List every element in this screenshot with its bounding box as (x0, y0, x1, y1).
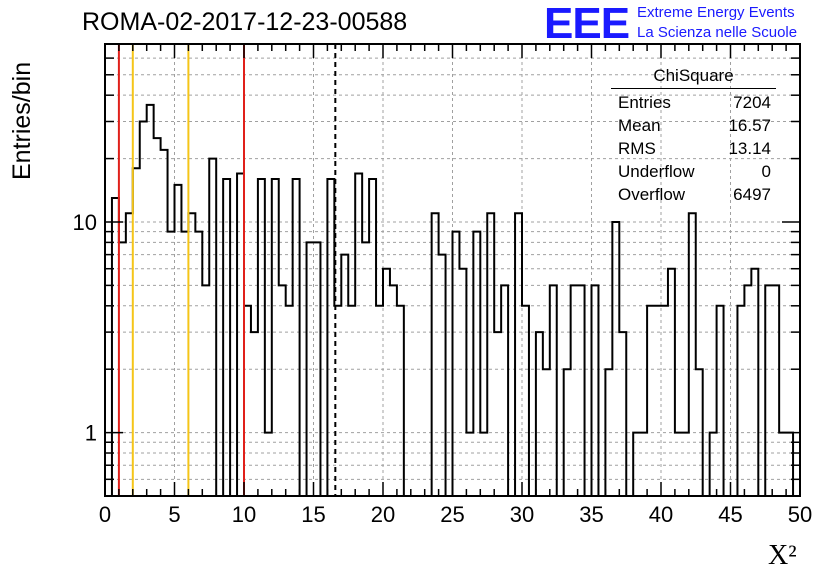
histogram-bin (717, 306, 724, 496)
histogram-bin (140, 122, 147, 496)
x-tick-label: 25 (440, 502, 464, 527)
histogram-bin (397, 306, 404, 496)
stats-value: 13.14 (728, 139, 771, 158)
eee-logo: EEE (544, 0, 630, 48)
histogram-bin (571, 285, 578, 496)
stats-box: ChiSquare Entries 7204 Mean 16.57 RMS 13… (611, 66, 776, 206)
histogram-bin (689, 213, 696, 496)
stats-row-overflow: Overflow 6497 (611, 183, 776, 206)
stats-label: Overflow (618, 185, 686, 204)
stats-row-entries: Entries 7204 (611, 91, 776, 114)
histogram-bin (453, 232, 460, 496)
stats-label: RMS (618, 139, 656, 158)
histogram-bin (647, 306, 654, 496)
histogram-bin (258, 179, 265, 496)
histogram-bin (661, 306, 668, 496)
histogram-bin (188, 213, 195, 496)
histogram-bin (327, 179, 334, 496)
histogram-series (105, 103, 800, 497)
histogram-bin (251, 332, 258, 496)
logo-line-2: La Scienza nelle Scuole (637, 24, 798, 41)
plot-title: ROMA-02-2017-12-23-00588 (82, 8, 408, 36)
stats-row-mean: Mean 16.57 (611, 114, 776, 137)
histogram-bin (168, 232, 175, 496)
histogram-bin (515, 213, 522, 496)
stats-value: 6497 (733, 185, 771, 204)
histogram-bin (494, 332, 501, 496)
histogram-bin (439, 255, 446, 496)
stats-value: 7204 (733, 93, 771, 112)
x-axis-label: X² (768, 540, 797, 571)
histogram-bin (223, 179, 230, 496)
y-tick-label: 10 (73, 210, 97, 235)
histogram-bin (341, 255, 348, 496)
histogram-bin (536, 332, 543, 496)
x-tick-label: 5 (168, 502, 180, 527)
histogram-bin (286, 306, 293, 496)
y-tick-label: 1 (85, 421, 97, 446)
x-tick-label: 15 (301, 502, 325, 527)
x-tick-label: 35 (579, 502, 603, 527)
histogram-bin (751, 269, 758, 496)
histogram-bin (432, 213, 439, 496)
histogram-bin (209, 159, 216, 496)
histogram-bin (487, 213, 494, 496)
histogram-bin (181, 232, 188, 496)
stats-title: ChiSquare (611, 66, 776, 89)
stats-label: Mean (618, 116, 661, 135)
stats-label: Underflow (618, 162, 695, 181)
stats-row-rms: RMS 13.14 (611, 137, 776, 160)
histogram-bin (522, 306, 529, 496)
logo-line-1: Extreme Energy Events (637, 4, 795, 21)
histogram-bin (195, 232, 202, 496)
x-tick-label: 40 (649, 502, 673, 527)
histogram-bin (202, 285, 209, 496)
x-tick-label: 0 (99, 502, 111, 527)
histogram-bin (390, 285, 397, 496)
histogram-bin (592, 285, 599, 496)
histogram-bin (348, 306, 355, 496)
stats-row-underflow: Underflow 0 (611, 160, 776, 183)
histogram-bin (654, 306, 661, 496)
x-tick-label: 45 (718, 502, 742, 527)
histogram-bin (473, 232, 480, 496)
histogram-bin (376, 306, 383, 496)
histogram-bin (501, 285, 508, 496)
histogram-bin (147, 105, 154, 496)
histogram-bin (578, 285, 585, 496)
histogram-bin (369, 179, 376, 496)
stats-value: 16.57 (728, 116, 771, 135)
histogram-bin (668, 269, 675, 496)
histogram-bin (619, 332, 626, 496)
x-tick-label: 10 (232, 502, 256, 527)
histogram-bin (279, 285, 286, 496)
histogram-bin (765, 285, 772, 496)
histogram-bin (293, 179, 300, 496)
histogram-bin (772, 285, 779, 496)
histogram-bin (126, 213, 133, 496)
histogram-bin (244, 306, 251, 496)
x-tick-label: 20 (371, 502, 395, 527)
histogram-bin (383, 269, 390, 496)
histogram-bin (272, 179, 279, 496)
x-tick-label: 30 (510, 502, 534, 527)
histogram-bin (612, 222, 619, 496)
histogram-bin (550, 285, 557, 496)
stats-label: Entries (618, 93, 671, 112)
stats-value: 0 (761, 162, 771, 181)
histogram-bin (161, 150, 168, 496)
x-tick-label: 50 (788, 502, 812, 527)
histogram-bin (737, 306, 744, 496)
histogram-bin (744, 285, 751, 496)
y-axis-label: Entries/bin (8, 61, 36, 180)
histogram-bin (459, 269, 466, 496)
